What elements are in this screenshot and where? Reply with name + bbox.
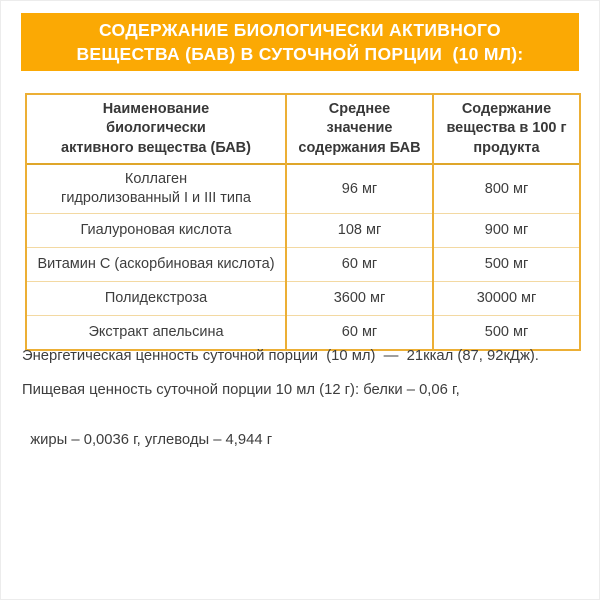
footer-nutrition-line1: Пищевая ценность суточной порции 10 мл (… bbox=[22, 382, 460, 398]
table-row-vitamin-c: Витамин С (аскорбиновая кислота) 60 мг 5… bbox=[25, 247, 581, 282]
substance-name-cell: Гиалуроновая кислота bbox=[25, 213, 287, 248]
bav-content-table: Наименование биологически активного веще… bbox=[25, 93, 581, 351]
table-row-orange-extract: Экстракт апельсина 60 мг 500 мг bbox=[25, 315, 581, 350]
table-row-hyaluronic-acid: Гиалуроновая кислота 108 мг 900 мг bbox=[25, 213, 581, 248]
banner-title-line1: СОДЕРЖАНИЕ БИОЛОГИЧЕСКИ АКТИВНОГО bbox=[99, 19, 501, 40]
col-header-per-100g: Содержание вещества в 100 г продукта bbox=[432, 94, 581, 164]
per-100g-value-cell: 30000 мг bbox=[432, 281, 581, 316]
average-value-cell: 96 мг bbox=[285, 164, 434, 214]
substance-name-cell: Витамин С (аскорбиновая кислота) bbox=[25, 247, 287, 282]
substance-name-cell: Экстракт апельсина bbox=[25, 315, 287, 350]
table-row-polydextrose: Полидекстроза 3600 мг 30000 мг bbox=[25, 281, 581, 316]
substance-name-cell: Полидекстроза bbox=[25, 281, 287, 316]
table-row-collagen: Коллаген гидролизованный I и III типа 96… bbox=[25, 164, 581, 214]
table-header-row: Наименование биологически активного веще… bbox=[25, 94, 581, 164]
average-value-cell: 60 мг bbox=[285, 247, 434, 282]
col-header-average-content: Среднее значение содержания БАВ bbox=[285, 94, 434, 164]
average-value-cell: 108 мг bbox=[285, 213, 434, 248]
title-banner: СОДЕРЖАНИЕ БИОЛОГИЧЕСКИ АКТИВНОГО ВЕЩЕСТ… bbox=[21, 13, 579, 71]
substance-name-cell: Коллаген гидролизованный I и III типа bbox=[25, 164, 287, 214]
footer-nutrition-line2: жиры – 0,0036 г, углеводы – 4,944 г bbox=[30, 432, 273, 448]
banner-title-line2: ВЕЩЕСТВА (БАВ) В СУТОЧНОЙ ПОРЦИИ (10 МЛ)… bbox=[76, 44, 524, 64]
average-value-cell: 60 мг bbox=[285, 315, 434, 350]
per-100g-value-cell: 500 мг bbox=[432, 247, 581, 282]
footer-notes: Энергетическая ценность суточной порции … bbox=[22, 344, 584, 462]
footer-nutrition-value-block: Пищевая ценность суточной порции 10 мл (… bbox=[22, 378, 584, 453]
footer-energy-value-line: Энергетическая ценность суточной порции … bbox=[22, 348, 539, 364]
per-100g-value-cell: 500 мг bbox=[432, 315, 581, 350]
per-100g-value-cell: 800 мг bbox=[432, 164, 581, 214]
average-value-cell: 3600 мг bbox=[285, 281, 434, 316]
per-100g-value-cell: 900 мг bbox=[432, 213, 581, 248]
col-header-substance-name: Наименование биологически активного веще… bbox=[25, 94, 287, 164]
